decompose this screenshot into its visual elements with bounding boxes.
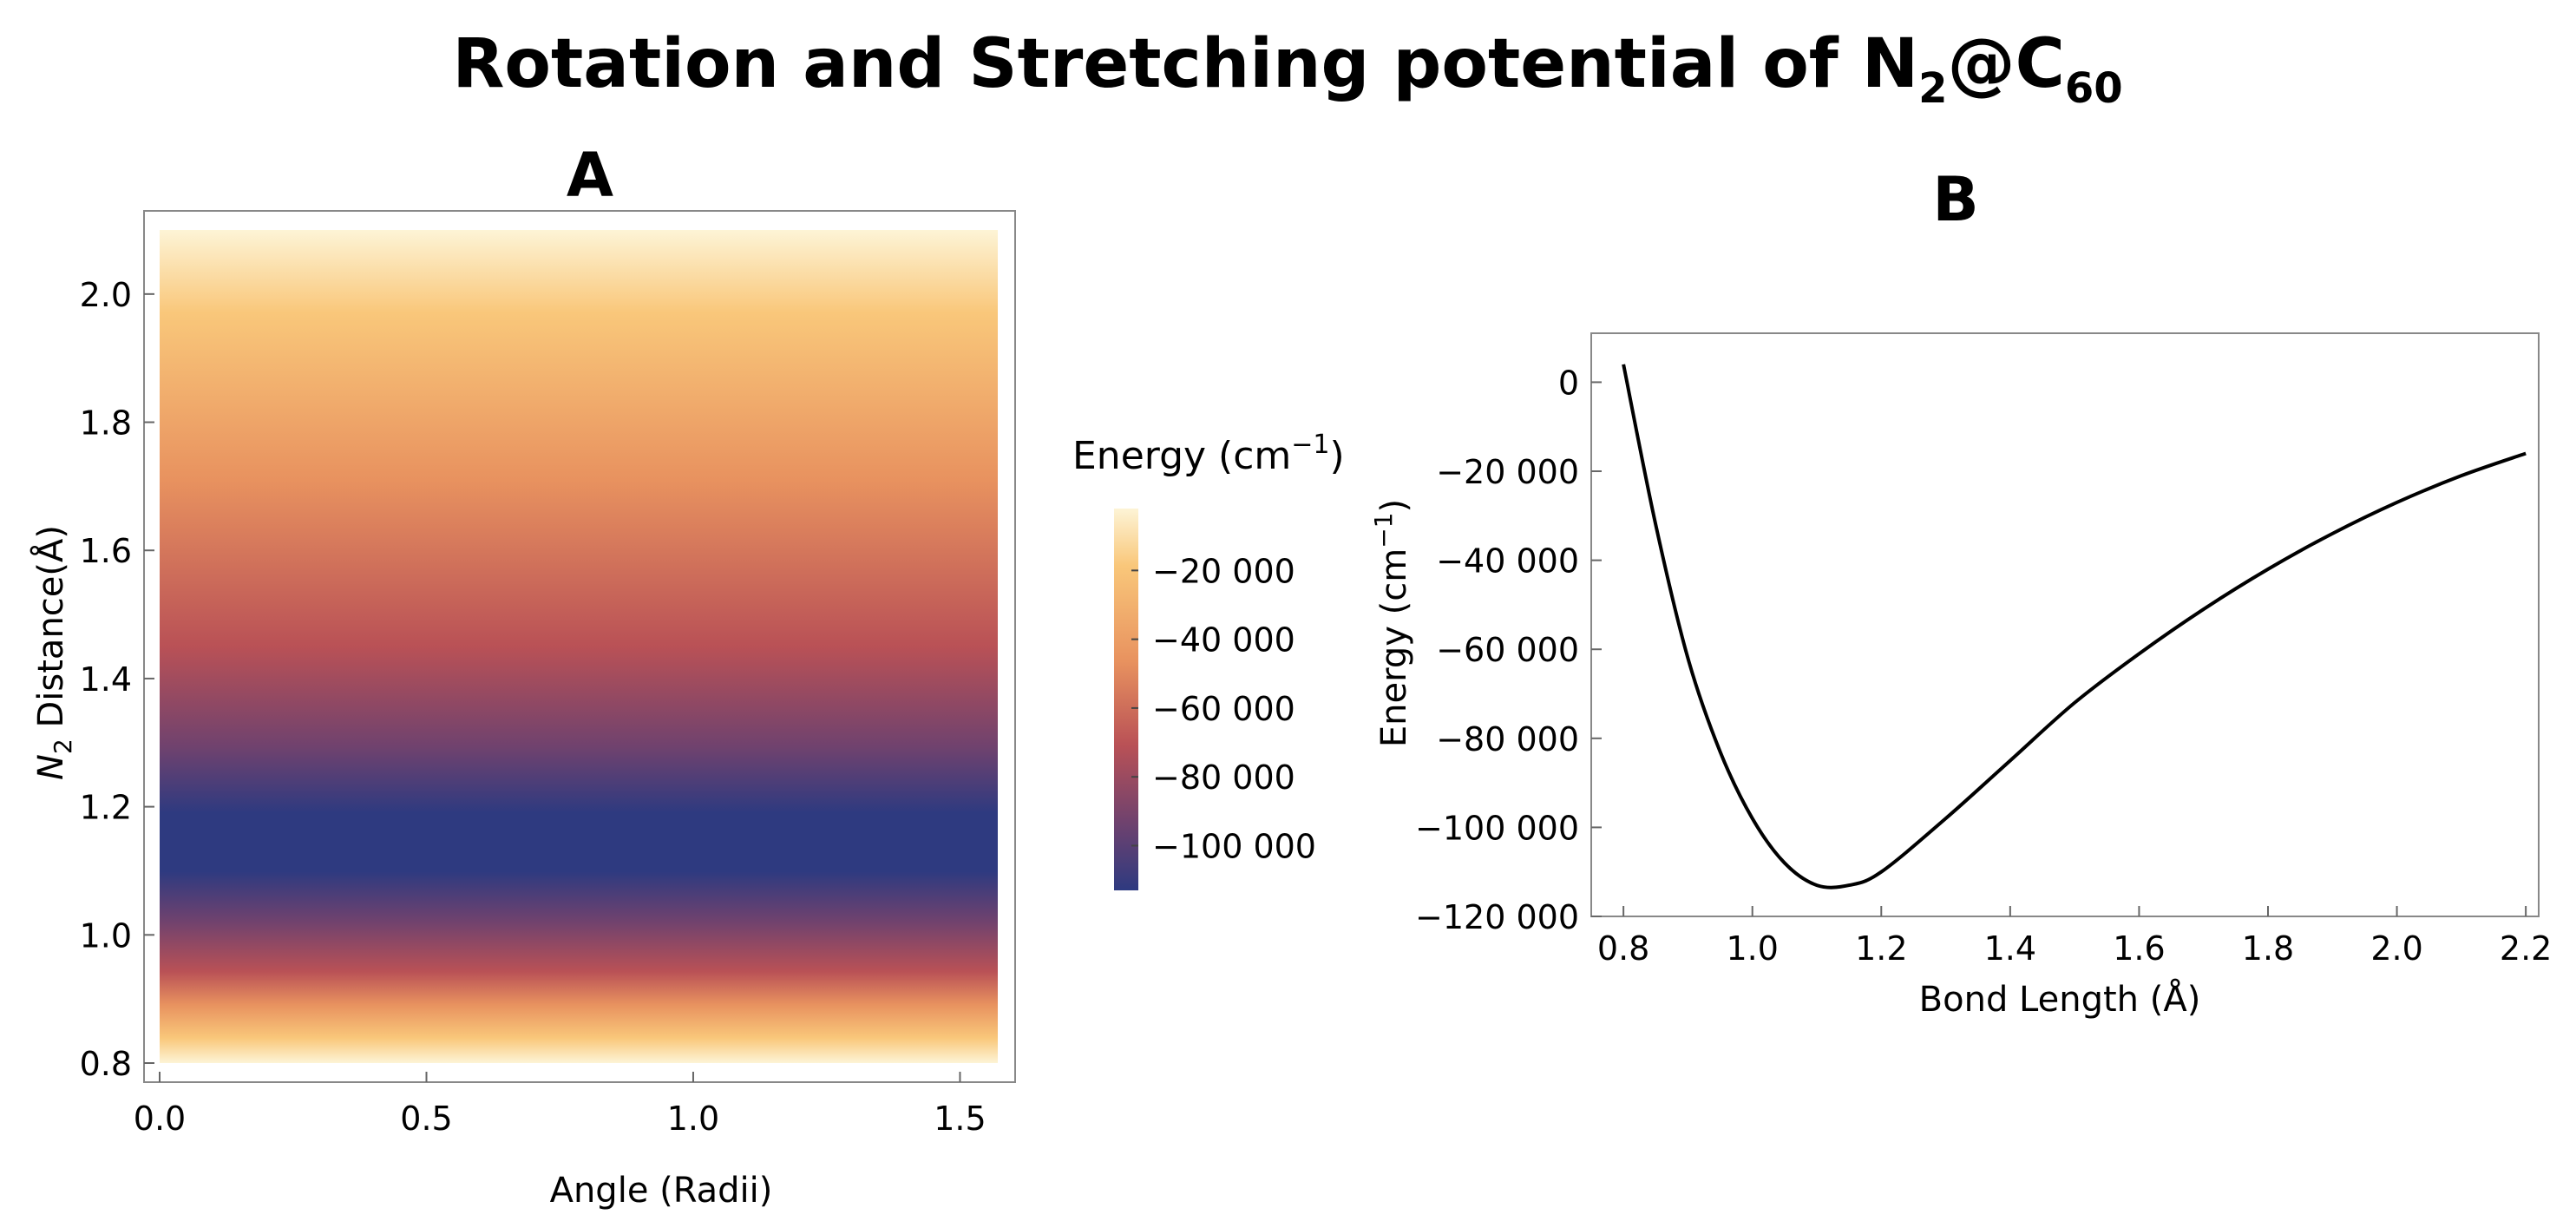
colorbar-tick-label: −40 000 — [1152, 621, 1295, 660]
panel-a-xtick-label: 1.0 — [667, 1100, 719, 1138]
panel-a-xlabel: Angle (Radii) — [550, 1171, 773, 1211]
colorbar-title: Energy (cm−1) — [1072, 430, 1345, 478]
colorbar-tick-label: −80 000 — [1152, 758, 1295, 797]
colorbar: −20 000 −40 000 −60 000 −80 000 −100 000 — [1114, 509, 1316, 890]
panel-a-ylabel: N2 Distance(Å) — [29, 525, 77, 780]
colorbar-gradient — [1114, 509, 1138, 890]
panel-b-ytick-label: −120 000 — [1415, 898, 1579, 936]
panel-b-ylabel: Energy (cm−1) — [1369, 499, 1414, 747]
panel-a-ytick-label: 0.8 — [80, 1045, 132, 1083]
panel-b-ytick-label: −20 000 — [1436, 453, 1579, 491]
panel-b-frame — [1590, 332, 2540, 917]
panel-b-xtick-label: 1.4 — [1984, 929, 2036, 968]
heatmap-field — [160, 230, 998, 1063]
panel-b-ytick-label: −80 000 — [1436, 720, 1579, 758]
panel-a-ytick-label: 2.0 — [80, 276, 132, 314]
panel-a-xtick-label: 0.0 — [134, 1100, 186, 1138]
colorbar-tick-label: −20 000 — [1152, 552, 1295, 590]
panel-b-xtick-label: 1.8 — [2242, 929, 2294, 968]
energy-curve — [1622, 364, 2527, 889]
panel-a-label: A — [567, 140, 613, 211]
panel-b-xtick-label: 1.0 — [1726, 929, 1778, 968]
panel-b-xtick-label: 1.2 — [1855, 929, 1907, 968]
panel-b-linechart: 0.8 1.0 1.2 1.4 1.6 1.8 2.0 2.2 0 −20 000 −40 000 −… — [1415, 332, 2552, 968]
panel-a-xtick-label: 0.5 — [400, 1100, 452, 1138]
panel-b-ytick-label: −100 000 — [1415, 809, 1579, 847]
panel-b-ytick-label: 0 — [1558, 364, 1579, 402]
panel-a-ytick-label: 1.2 — [80, 789, 132, 827]
panel-b-xtick-label: 1.6 — [2113, 929, 2165, 968]
panel-b-xlabel: Bond Length (Å) — [1919, 978, 2201, 1020]
panel-a-ytick-label: 1.8 — [80, 404, 132, 443]
colorbar-tick-label: −100 000 — [1152, 827, 1316, 865]
colorbar-tick-label: −60 000 — [1152, 690, 1295, 728]
panel-b-ytick-label: −40 000 — [1436, 542, 1579, 581]
panel-b-xtick-label: 0.8 — [1597, 929, 1649, 968]
panel-a-heatmap: 0.8 1.0 1.2 1.4 1.6 1.8 2.0 0.0 0.5 1.0 1.5 — [80, 210, 1016, 1138]
panel-a-ytick-label: 1.6 — [80, 532, 132, 570]
figure-title: Rotation and Stretching potential of N2@… — [452, 25, 2122, 113]
panel-a-ytick-label: 1.4 — [80, 660, 132, 699]
panel-a-ytick-label: 1.0 — [80, 916, 132, 955]
panel-b-ytick-label: −60 000 — [1436, 631, 1579, 669]
panel-a-frame — [143, 210, 1016, 1083]
panel-b-label: B — [1932, 164, 1978, 235]
panel-a-xtick-label: 1.5 — [934, 1100, 986, 1138]
panel-b-xtick-label: 2.0 — [2370, 929, 2422, 968]
panel-b-xtick-label: 2.2 — [2500, 929, 2552, 968]
